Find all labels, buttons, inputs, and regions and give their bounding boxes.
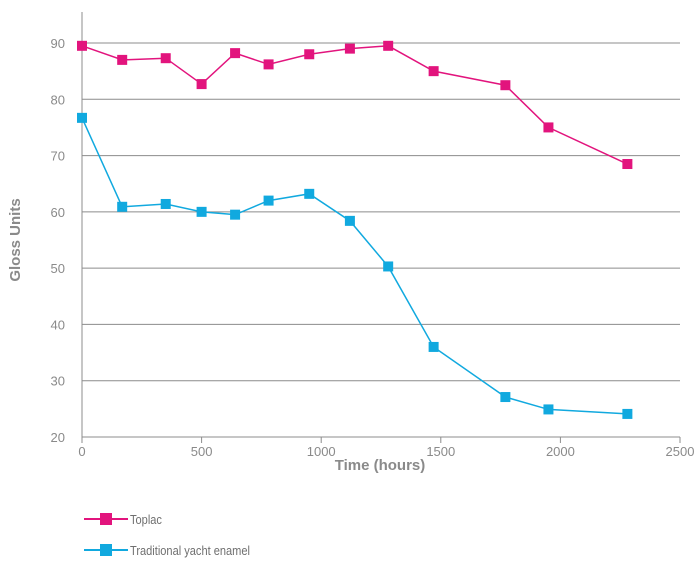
data-point-toplac-9: [428, 66, 439, 77]
legend: Toplac Traditional yacht enamel: [84, 509, 271, 571]
legend-swatch-toplac: [84, 513, 128, 525]
data-point-traditional-yacht-enamel-9: [428, 341, 439, 352]
data-point-traditional-yacht-enamel-8: [383, 261, 394, 272]
x-axis-title: Time (hours): [335, 457, 426, 474]
legend-marker-toplac: [100, 513, 112, 525]
x-tick-label-1500: 1500: [426, 444, 455, 459]
data-point-toplac-2: [160, 53, 171, 64]
data-point-toplac-1: [117, 54, 128, 65]
axes: [81, 12, 681, 443]
data-point-toplac-5: [263, 59, 274, 70]
grid-lines: [82, 42, 680, 382]
data-point-traditional-yacht-enamel-2: [160, 198, 171, 209]
data-point-traditional-yacht-enamel-6: [304, 188, 315, 199]
data-point-traditional-yacht-enamel-0: [77, 112, 87, 123]
legend-label-toplac: Toplac: [130, 511, 162, 527]
data-point-toplac-10: [500, 80, 511, 91]
y-tick-label-50: 50: [51, 261, 65, 276]
y-tick-label-90: 90: [51, 36, 65, 51]
data-point-toplac-7: [344, 43, 355, 54]
legend-item-traditional-yacht-enamel: Traditional yacht enamel: [84, 540, 271, 560]
data-point-traditional-yacht-enamel-10: [500, 392, 511, 403]
y-tick-label-30: 30: [51, 374, 65, 389]
series-group: [77, 40, 633, 419]
y-axis-title: Gloss Units: [7, 198, 24, 281]
y-tick-label-70: 70: [51, 149, 65, 164]
data-point-toplac-4: [230, 48, 241, 59]
x-tick-labels: 0 500 1000 1500 2000 2500: [78, 444, 694, 459]
y-tick-label-20: 20: [51, 430, 65, 445]
y-tick-labels: 20 30 40 50 60 70 80 90: [51, 36, 65, 445]
legend-item-toplac: Toplac: [84, 509, 271, 529]
y-tick-label-80: 80: [51, 92, 65, 107]
series-traditional-yacht-enamel: [77, 112, 633, 419]
x-tick-label-500: 500: [191, 444, 213, 459]
data-point-toplac-8: [383, 40, 394, 51]
data-point-traditional-yacht-enamel-3: [196, 206, 207, 217]
x-tick-label-1000: 1000: [307, 444, 336, 459]
x-tick-label-2000: 2000: [546, 444, 575, 459]
legend-swatch-traditional: [84, 544, 128, 556]
data-point-traditional-yacht-enamel-12: [622, 408, 633, 419]
data-point-traditional-yacht-enamel-5: [263, 195, 274, 206]
data-point-toplac-11: [543, 122, 554, 133]
data-point-traditional-yacht-enamel-7: [344, 215, 355, 226]
y-tick-label-40: 40: [51, 317, 65, 332]
series-toplac: [77, 40, 633, 170]
data-point-traditional-yacht-enamel-4: [230, 209, 241, 220]
legend-label-traditional: Traditional yacht enamel: [130, 542, 250, 558]
data-point-toplac-6: [304, 49, 315, 60]
series-line-traditional-yacht-enamel: [81, 117, 628, 415]
data-point-toplac-0: [77, 40, 87, 51]
x-tick-label-0: 0: [78, 444, 85, 459]
data-point-toplac-3: [196, 79, 207, 90]
x-tick-label-2500: 2500: [666, 444, 695, 459]
legend-marker-traditional: [100, 544, 112, 556]
data-point-toplac-12: [622, 159, 633, 170]
line-chart: 20 30 40 50 60 70 80 90 0 500 1000 1500 2000 2500 Ti…: [7, 12, 694, 474]
y-tick-label-60: 60: [51, 205, 65, 220]
series-line-toplac: [81, 45, 628, 165]
data-point-traditional-yacht-enamel-1: [117, 201, 128, 212]
data-point-traditional-yacht-enamel-11: [543, 404, 554, 415]
